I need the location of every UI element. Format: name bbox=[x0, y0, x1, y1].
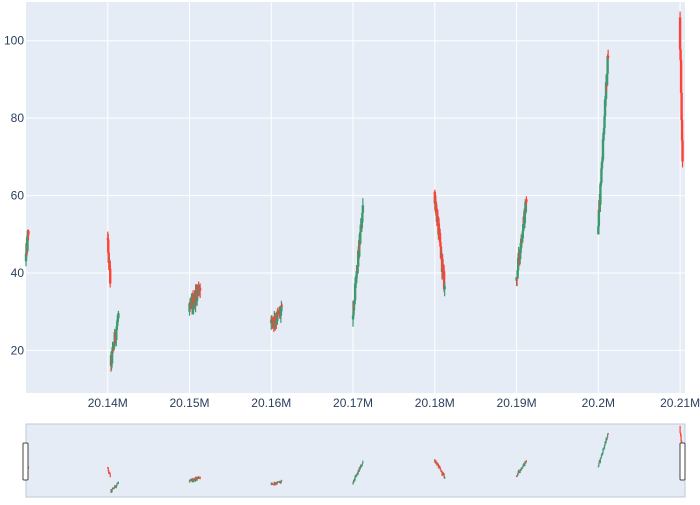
candle-body bbox=[680, 120, 684, 141]
y-tick-label: 40 bbox=[11, 266, 25, 280]
candle-body bbox=[109, 268, 112, 284]
candle-body bbox=[516, 257, 520, 271]
candle-body bbox=[439, 242, 442, 247]
candle-body bbox=[679, 49, 682, 61]
x-tick-label: 20.19M bbox=[497, 396, 537, 410]
candle-body bbox=[280, 305, 284, 307]
y-tick-label: 80 bbox=[11, 111, 25, 125]
range-slider[interactable] bbox=[25, 423, 686, 498]
candle-body bbox=[353, 283, 357, 301]
range-slider-left-handle[interactable] bbox=[22, 442, 29, 481]
candle-body bbox=[26, 235, 29, 251]
x-axis-ticks: 20.14M 20.15M 20.16M 20.17M 20.18M 20.19M 20.2… bbox=[88, 396, 700, 410]
candle-body bbox=[108, 260, 111, 269]
candle-body bbox=[442, 271, 446, 290]
candle-body bbox=[110, 350, 114, 364]
candle-body bbox=[273, 316, 277, 324]
candle-body bbox=[192, 304, 195, 309]
candles bbox=[24, 11, 684, 372]
candle-body bbox=[597, 209, 601, 227]
candle-body bbox=[188, 303, 191, 312]
candle-body bbox=[280, 305, 283, 312]
candle-body bbox=[599, 184, 602, 205]
candle-body bbox=[271, 317, 274, 323]
candle-body bbox=[525, 199, 528, 203]
candle-body bbox=[678, 17, 682, 50]
x-tick-label: 20.2M bbox=[582, 396, 615, 410]
y-tick-label: 60 bbox=[11, 189, 25, 203]
x-tick-label: 20.14M bbox=[88, 396, 128, 410]
candle-body bbox=[605, 73, 609, 86]
candle-body bbox=[522, 224, 525, 232]
x-tick-label: 20.21M bbox=[660, 396, 700, 410]
y-tick-label: 100 bbox=[4, 34, 24, 48]
range-slider-right-handle[interactable] bbox=[679, 442, 686, 481]
candle-body bbox=[603, 99, 607, 117]
candle-body bbox=[523, 208, 527, 224]
x-tick-label: 20.17M bbox=[333, 396, 373, 410]
candle-body bbox=[27, 231, 30, 235]
candle-body bbox=[606, 56, 609, 74]
plot-area[interactable] bbox=[26, 2, 685, 393]
candle-body bbox=[521, 231, 524, 239]
y-tick-label: 20 bbox=[11, 343, 25, 357]
x-tick-label: 20.18M bbox=[415, 396, 455, 410]
candle-body bbox=[361, 212, 364, 223]
candle-body bbox=[107, 239, 110, 253]
candle-body bbox=[521, 238, 524, 243]
candle-body bbox=[679, 60, 683, 93]
candle-body bbox=[518, 249, 522, 260]
candle-body bbox=[117, 313, 120, 319]
candle-body bbox=[603, 116, 606, 128]
candle-body bbox=[600, 168, 603, 183]
candle-body bbox=[112, 344, 116, 348]
candle-body bbox=[606, 56, 610, 58]
candle-body bbox=[681, 140, 684, 162]
candle-body bbox=[361, 205, 365, 213]
candle-body bbox=[443, 285, 446, 290]
y-axis-ticks: 20 40 60 80 100 bbox=[4, 34, 24, 358]
x-tick-label: 20.15M bbox=[170, 396, 210, 410]
candle-body bbox=[357, 250, 360, 267]
candle-body bbox=[115, 325, 119, 331]
candle-body bbox=[198, 287, 202, 291]
candle-body bbox=[601, 139, 605, 160]
candle-body bbox=[360, 222, 364, 229]
candle-body bbox=[680, 92, 683, 121]
x-tick-label: 20.16M bbox=[251, 396, 291, 410]
